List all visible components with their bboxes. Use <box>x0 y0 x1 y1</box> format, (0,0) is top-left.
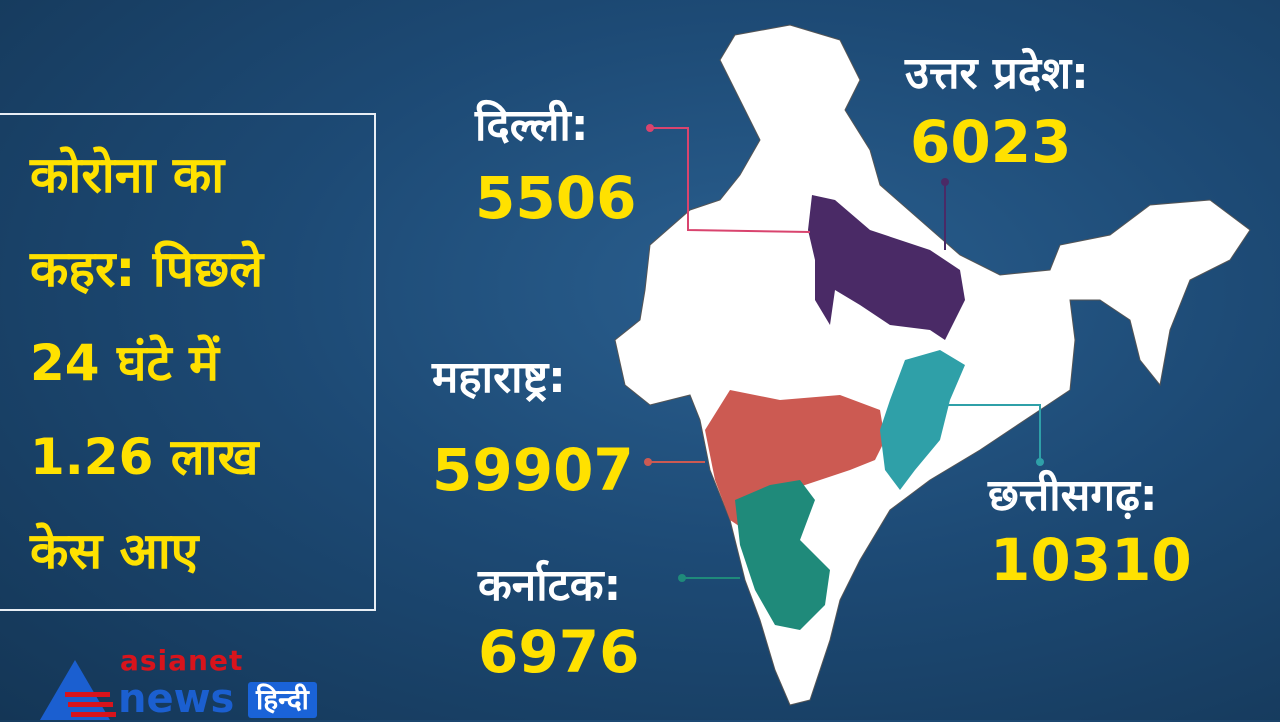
logo-language: हिन्दी <box>248 682 317 718</box>
label-uttar-pradesh: उत्तर प्रदेश: <box>905 48 1089 99</box>
leader-dot-chhattisgarh <box>1036 458 1044 466</box>
label-chhattisgarh: छत्तीसगढ़: <box>988 470 1158 521</box>
leader-dot-delhi <box>646 124 654 132</box>
state-karnataka <box>735 480 830 630</box>
leader-dot-maharashtra <box>644 458 652 466</box>
headline: कोरोना का कहर: पिछले 24 घंटे में 1.26 ला… <box>30 146 264 580</box>
label-maharashtra: महाराष्ट्र: <box>432 352 566 403</box>
leader-dot-karnataka <box>678 574 686 582</box>
leader-chhattisgarh <box>945 404 1041 462</box>
logo-brand: asianet <box>120 644 244 677</box>
state-uttar-pradesh <box>808 195 965 340</box>
logo-sub: news <box>118 676 235 722</box>
leader-dot-up <box>941 178 949 186</box>
logo-emblem-icon <box>40 660 116 720</box>
leader-delhi <box>650 127 811 233</box>
headline-box <box>0 113 376 611</box>
label-karnataka: कर्नाटक: <box>478 560 622 611</box>
state-chhattisgarh <box>880 350 965 490</box>
asianet-news-logo: asianet news हिन्दी <box>30 646 330 720</box>
value-uttar-pradesh: 6023 <box>910 108 1072 176</box>
value-chhattisgarh: 10310 <box>990 526 1192 594</box>
value-karnataka: 6976 <box>478 618 640 686</box>
label-delhi: दिल्ली: <box>475 100 589 151</box>
value-delhi: 5506 <box>475 164 637 232</box>
value-maharashtra: 59907 <box>432 436 634 504</box>
